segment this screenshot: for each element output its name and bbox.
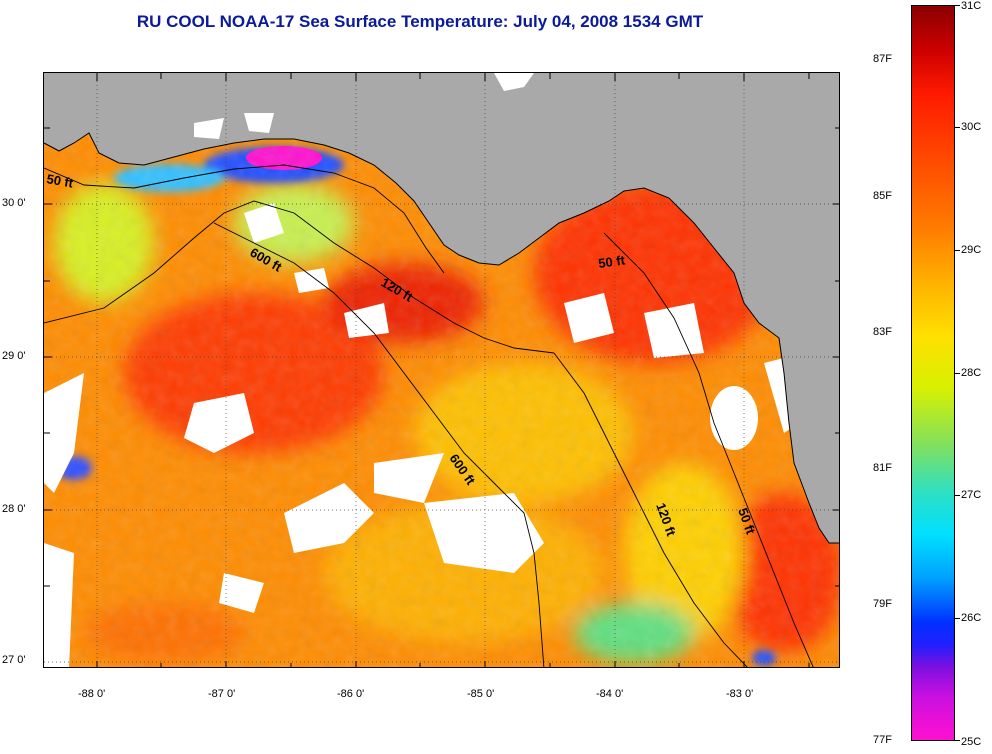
celsius-label: 29C <box>961 244 982 256</box>
sst-map[interactable]: 50 ft 600 ft 120 ft 50 ft 600 ft 120 ft … <box>43 72 840 668</box>
celsius-label: 26C <box>961 612 982 624</box>
fahrenheit-label: 79F <box>873 598 892 610</box>
cloud-patch <box>564 293 614 343</box>
colorbar-tick <box>955 740 960 741</box>
celsius-label: 31C <box>961 0 982 12</box>
cloud-patch <box>294 268 329 293</box>
celsius-label: 27C <box>961 489 982 501</box>
cloud-patch <box>284 483 374 553</box>
cloud-patch <box>44 373 84 493</box>
cloud-patch <box>184 393 254 453</box>
colorbar-tick <box>955 127 960 128</box>
temperature-colorbar <box>911 5 955 741</box>
cloud-patch <box>710 386 758 450</box>
lon-label: -86 0' <box>337 688 365 700</box>
lat-label: 28 0' <box>2 503 26 515</box>
contour-600ft <box>213 222 545 667</box>
sst-map-canvas: 50 ft 600 ft 120 ft 50 ft 600 ft 120 ft … <box>44 73 839 667</box>
colorbar-tick <box>955 5 960 6</box>
cloud-patch <box>344 303 389 338</box>
contour-50ft-east <box>603 232 814 667</box>
land-mass <box>44 73 839 543</box>
contour-label: 50 ft <box>45 171 75 191</box>
map-title: RU COOL NOAA-17 Sea Surface Temperature:… <box>136 12 704 31</box>
coastline <box>44 132 839 544</box>
cloud-patch <box>374 453 444 503</box>
lon-label: -88 0' <box>78 688 106 700</box>
fahrenheit-label: 85F <box>873 190 892 202</box>
lon-label: -84 0' <box>596 688 624 700</box>
colorbar-tick <box>955 250 960 251</box>
cloud-patch <box>219 573 264 613</box>
lon-label: -85 0' <box>467 688 495 700</box>
lon-label: -83 0' <box>726 688 754 700</box>
contour-label: 50 ft <box>597 252 626 271</box>
fahrenheit-label: 81F <box>873 462 892 474</box>
lat-label: 29 0' <box>2 350 26 362</box>
cloud-patch <box>44 543 74 667</box>
colorbar-tick <box>955 373 960 374</box>
land-cloud <box>494 73 534 91</box>
land-cloud <box>194 118 224 139</box>
celsius-label: 25C <box>961 736 982 748</box>
cloud-patch <box>424 493 544 573</box>
lat-label: 30 0' <box>2 197 26 209</box>
cloud-cover <box>44 203 814 667</box>
cloud-patch <box>244 203 284 243</box>
colorbar-tick <box>955 495 960 496</box>
celsius-label: 30C <box>961 121 982 133</box>
contour-120ft-west <box>44 200 555 354</box>
lon-label: -87 0' <box>208 688 236 700</box>
contour-120ft-east <box>553 352 748 667</box>
fahrenheit-label: 87F <box>873 53 892 65</box>
fahrenheit-label: 77F <box>873 734 892 746</box>
contour-50ft-west <box>44 164 445 274</box>
lat-label: 27 0' <box>2 654 26 666</box>
land-cloud <box>244 113 274 133</box>
colorbar-tick <box>955 618 960 619</box>
cloud-patch <box>644 303 704 358</box>
celsius-label: 28C <box>961 367 982 379</box>
fahrenheit-label: 83F <box>873 326 892 338</box>
